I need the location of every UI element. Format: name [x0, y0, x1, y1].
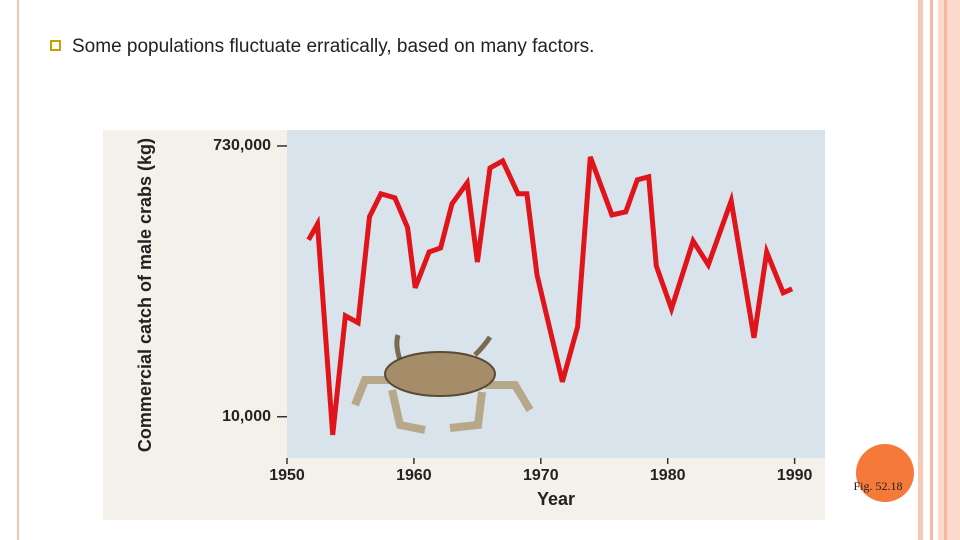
plot-area: [287, 130, 825, 458]
x-tick-label: 1950: [269, 467, 305, 484]
crab-body: [384, 351, 496, 397]
caption: Fig. 52.18: [853, 479, 902, 493]
x-tick-label: 1970: [523, 467, 559, 484]
stripe: [930, 0, 933, 540]
caption-badge: [856, 444, 914, 502]
x-tick-label: 1990: [777, 467, 813, 484]
x-axis-label: Year: [537, 489, 575, 509]
data-line: [306, 156, 794, 436]
stripe: [944, 0, 947, 540]
crab-claw: [394, 334, 493, 361]
y-tick-label: 730,000: [213, 137, 271, 154]
x-tick-label: 1960: [396, 467, 432, 484]
bullet-icon: [50, 40, 61, 51]
stripe: [938, 0, 960, 540]
x-tick-label: 1980: [650, 467, 686, 484]
y-axis-label: Commercial catch of male crabs (kg): [135, 138, 155, 452]
crab-leg: [351, 376, 534, 434]
y-tick-label: 10,000: [222, 408, 271, 425]
bullet-text: Some populations fluctuate erratically, …: [72, 36, 594, 57]
crab: [351, 334, 534, 434]
stripe: [918, 0, 923, 540]
